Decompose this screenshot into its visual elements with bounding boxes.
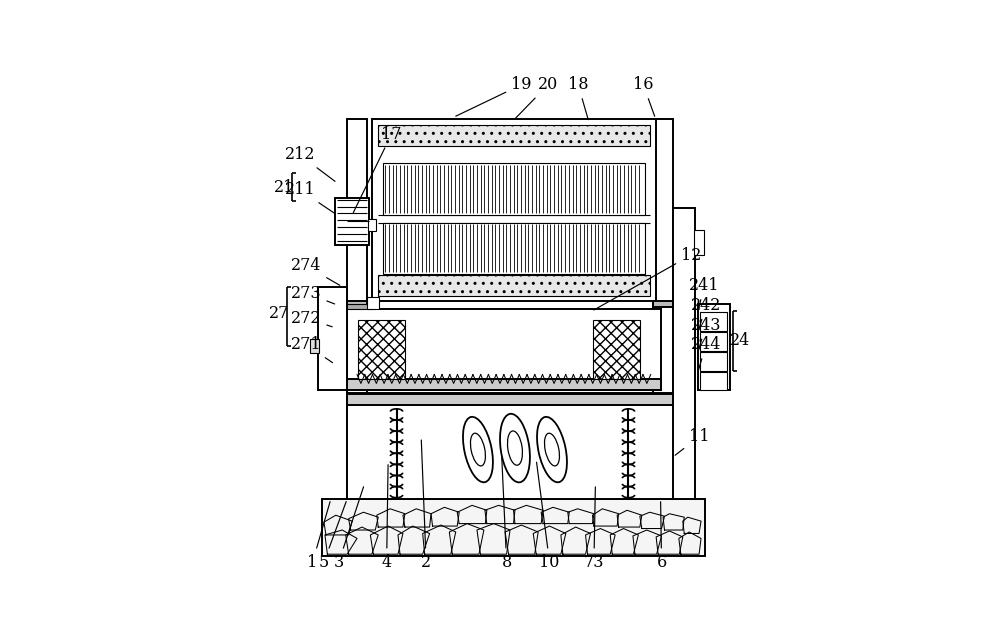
Text: 24: 24 bbox=[730, 333, 751, 349]
Text: 243: 243 bbox=[691, 317, 721, 351]
Text: 242: 242 bbox=[691, 297, 721, 331]
Bar bbox=[383, 163, 645, 215]
Text: 272: 272 bbox=[291, 310, 332, 327]
Text: 212: 212 bbox=[285, 146, 335, 181]
Bar bbox=[347, 301, 367, 308]
Bar bbox=[653, 301, 673, 308]
Text: 273: 273 bbox=[291, 285, 335, 304]
Text: 241: 241 bbox=[689, 277, 719, 311]
Bar bbox=[378, 275, 650, 296]
Text: 17: 17 bbox=[353, 126, 402, 213]
Bar bbox=[367, 297, 379, 309]
Bar bbox=[700, 332, 727, 351]
Bar bbox=[310, 338, 319, 353]
Bar bbox=[694, 230, 704, 254]
Bar bbox=[700, 372, 727, 390]
Text: 271: 271 bbox=[291, 337, 333, 363]
Text: 18: 18 bbox=[568, 76, 588, 120]
Bar bbox=[653, 119, 673, 499]
Bar bbox=[378, 125, 650, 146]
Bar bbox=[347, 394, 675, 405]
Text: 16: 16 bbox=[633, 76, 655, 116]
Bar bbox=[700, 312, 727, 331]
Text: 211: 211 bbox=[284, 181, 335, 213]
Text: 244: 244 bbox=[691, 337, 721, 370]
Bar bbox=[378, 215, 650, 222]
Text: 20: 20 bbox=[514, 76, 558, 119]
Text: 2: 2 bbox=[421, 440, 431, 570]
Text: 11: 11 bbox=[675, 428, 709, 455]
Text: 21: 21 bbox=[274, 179, 295, 197]
Bar bbox=[368, 219, 376, 231]
Bar bbox=[335, 198, 369, 245]
Bar bbox=[318, 287, 347, 390]
Bar bbox=[358, 320, 405, 379]
Bar bbox=[347, 309, 661, 390]
Text: 12: 12 bbox=[594, 247, 701, 310]
Text: 73: 73 bbox=[584, 487, 604, 570]
Bar bbox=[593, 320, 640, 379]
Text: 10: 10 bbox=[537, 462, 560, 570]
Text: 3: 3 bbox=[334, 487, 364, 570]
Text: 4: 4 bbox=[382, 465, 392, 570]
Text: 274: 274 bbox=[291, 258, 340, 285]
Bar bbox=[700, 352, 727, 370]
Text: 1: 1 bbox=[307, 502, 330, 570]
Bar bbox=[347, 379, 661, 390]
Bar bbox=[347, 119, 367, 499]
Text: 8: 8 bbox=[501, 457, 512, 570]
Text: 5: 5 bbox=[319, 501, 346, 570]
Bar bbox=[698, 304, 730, 390]
Bar bbox=[347, 393, 675, 499]
Bar bbox=[372, 119, 656, 301]
Bar bbox=[673, 208, 695, 499]
Text: 27: 27 bbox=[269, 305, 290, 322]
Bar bbox=[322, 499, 705, 556]
Bar bbox=[383, 222, 645, 274]
Bar bbox=[347, 304, 372, 309]
Text: 6: 6 bbox=[656, 502, 667, 570]
Text: 19: 19 bbox=[456, 76, 532, 116]
